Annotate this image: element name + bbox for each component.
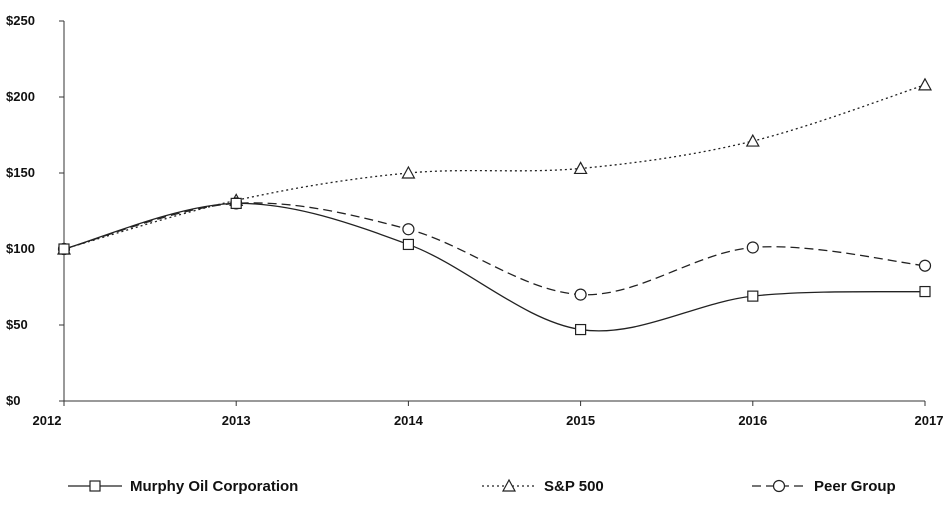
data-point-circle-marker [574,288,587,301]
y-tick-label: $150 [6,165,35,180]
data-point-square-marker [919,285,931,298]
legend-square-marker [89,480,101,492]
x-tick-label: 2015 [566,413,595,428]
y-tick-label: $100 [6,241,35,256]
series-murphy-oil-corporation [58,197,931,336]
x-tick-label: 2012 [33,413,62,428]
x-tick-label: 2013 [222,413,251,428]
series-line [63,84,926,250]
x-tick-label: 2017 [915,413,944,428]
data-point-circle-marker [918,259,932,272]
legend-label: S&P 500 [544,478,604,495]
data-point-triangle-marker [573,161,588,175]
legend-label: Murphy Oil Corporation [130,478,298,495]
legend-item: Peer Group [752,478,896,495]
data-point-square-marker [58,243,70,255]
data-point-circle-marker [746,241,759,254]
legend: Murphy Oil Corporation S&P 500 Peer Group [68,478,896,495]
y-tick-label: $200 [6,89,35,104]
data-point-square-marker [230,197,242,209]
legend-item: Murphy Oil Corporation [68,478,298,495]
data-point-square-marker [747,290,759,302]
data-point-square-marker [574,323,587,336]
data-point-triangle-marker [401,165,416,179]
legend-circle-marker [772,479,786,493]
data-point-triangle-marker [917,77,933,91]
data-point-circle-marker [402,223,415,236]
legend-label: Peer Group [814,478,896,495]
series-line [63,202,926,296]
series-s-p-500 [56,77,933,255]
y-tick-label: $0 [6,393,20,408]
data-point-triangle-marker [745,133,760,147]
legend-item: S&P 500 [482,478,604,495]
legend-triangle-marker [501,478,517,492]
x-axis-ticks: 2012 2013 2014 2015 2016 2017 [33,401,944,428]
y-tick-label: $250 [6,13,35,28]
x-tick-label: 2014 [394,413,424,428]
y-axis-ticks: $0 $50 $100 $150 $200 $250 [6,13,64,408]
series-line [63,202,926,332]
series-peer-group [57,197,932,301]
data-point-square-marker [402,238,414,251]
series-layer [56,77,933,336]
x-tick-label: 2016 [738,413,767,428]
y-tick-label: $50 [6,317,28,332]
